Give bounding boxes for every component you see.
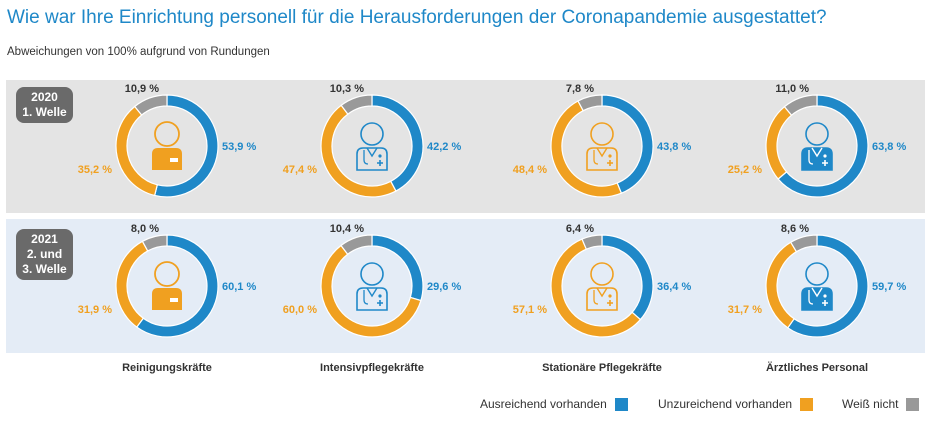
slice-unzureichend	[550, 100, 623, 198]
legend-label: Unzureichend vorhanden	[658, 397, 793, 411]
value-label-weiss-nicht: 10,9 %	[125, 83, 159, 95]
slice-unzureichend	[765, 241, 798, 329]
slice-weiss-nicht	[581, 234, 603, 250]
legend-swatch	[906, 397, 920, 411]
value-label-weiss-nicht: 10,4 %	[330, 223, 364, 235]
legend-item-ausreichend: Ausreichend vorhanden	[480, 397, 628, 411]
cleaner-icon	[152, 261, 182, 310]
year-badge-line: 1. Welle	[22, 105, 67, 119]
year-badge-2021: 2021 2. und 3. Welle	[16, 229, 73, 280]
value-label-weiss-nicht: 6,4 %	[566, 223, 594, 235]
value-label-ausreichend: 63,8 %	[872, 141, 906, 153]
chart-title: Wie war Ihre Einrichtung personell für d…	[7, 7, 827, 28]
value-label-ausreichend: 60,1 %	[222, 281, 256, 293]
value-label-ausreichend: 53,9 %	[222, 141, 256, 153]
intensive-care-nurse-icon	[356, 262, 388, 311]
legend-label: Ausreichend vorhanden	[480, 397, 607, 411]
value-label-unzureichend: 48,4 %	[513, 164, 547, 176]
doctor-icon	[801, 262, 833, 311]
value-label-weiss-nicht: 7,8 %	[566, 83, 594, 95]
category-label: Ärztliches Personal	[766, 361, 868, 374]
slice-weiss-nicht	[141, 234, 168, 252]
value-label-ausreichend: 36,4 %	[657, 281, 691, 293]
value-label-unzureichend: 31,9 %	[78, 304, 112, 316]
legend-item-unzureichend: Unzureichend vorhanden	[658, 397, 814, 411]
category-label: Reinigungskräfte	[122, 362, 212, 374]
value-label-unzureichend: 60,0 %	[283, 304, 317, 316]
slice-unzureichend	[765, 105, 793, 180]
category-label: Stationäre Pflegekräfte	[542, 362, 662, 374]
value-label-weiss-nicht: 10,3 %	[330, 83, 364, 95]
value-label-ausreichend: 29,6 %	[427, 281, 461, 293]
year-badge-line: 2020	[31, 90, 58, 104]
nurse-icon	[586, 122, 618, 171]
slice-weiss-nicht	[789, 234, 818, 253]
slice-weiss-nicht	[340, 94, 373, 115]
legend-swatch	[800, 397, 814, 411]
value-label-unzureichend: 57,1 %	[513, 304, 547, 316]
nurse-icon	[586, 262, 618, 311]
slice-ausreichend	[371, 234, 424, 302]
value-label-unzureichend: 31,7 %	[728, 304, 762, 316]
slice-weiss-nicht	[783, 94, 818, 117]
slice-weiss-nicht	[340, 234, 373, 256]
slice-unzureichend	[115, 105, 159, 197]
value-label-weiss-nicht: 8,6 %	[781, 223, 809, 235]
value-label-weiss-nicht: 11,0 %	[775, 83, 809, 95]
category-label: Intensivpflegekräfte	[320, 362, 424, 374]
value-label-unzureichend: 47,4 %	[283, 164, 317, 176]
value-label-ausreichend: 59,7 %	[872, 281, 906, 293]
slice-weiss-nicht	[133, 94, 168, 116]
value-label-ausreichend: 42,2 %	[427, 141, 461, 153]
year-badge-line: 3. Welle	[22, 262, 67, 276]
legend-label: Weiß nicht	[842, 397, 899, 411]
legend-item-weiss-nicht: Weiß nicht	[842, 397, 920, 411]
slice-ausreichend	[371, 94, 424, 192]
year-badge-line: 2021	[31, 232, 58, 246]
doctor-icon	[801, 122, 833, 171]
slice-unzureichend	[320, 104, 397, 198]
value-label-unzureichend: 35,2 %	[78, 164, 112, 176]
cleaner-icon	[152, 121, 182, 170]
value-label-ausreichend: 43,8 %	[657, 141, 691, 153]
chart-subtitle: Abweichungen von 100% aufgrund von Rundu…	[7, 46, 270, 58]
slice-ausreichend	[601, 234, 654, 321]
year-badge-line: 2. und	[26, 247, 63, 261]
year-badge-2020: 2020 1. Welle	[16, 87, 73, 123]
legend-swatch	[614, 397, 628, 411]
slice-ausreichend	[601, 94, 654, 194]
slice-unzureichend	[115, 240, 149, 328]
value-label-weiss-nicht: 8,0 %	[131, 223, 159, 235]
intensive-care-nurse-icon	[356, 122, 388, 171]
slice-weiss-nicht	[577, 94, 603, 112]
value-label-unzureichend: 25,2 %	[728, 164, 762, 176]
